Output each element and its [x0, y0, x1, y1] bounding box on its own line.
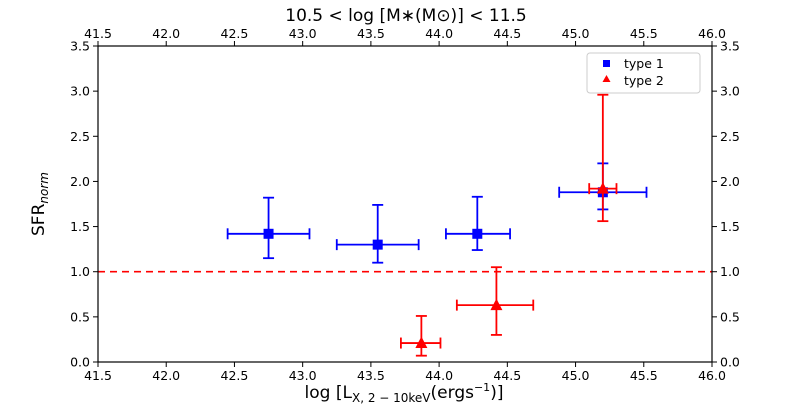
legend-type1-square-icon [603, 60, 610, 67]
series-2 [400, 93, 618, 357]
plot-frame [97, 45, 713, 363]
y-axis-title: SFRnorm [29, 172, 51, 236]
x-axis-title: log [LX, 2 − 10keV(ergs−1)] [305, 381, 504, 405]
y-tick-label-left: 1.0 [70, 264, 90, 279]
legend: type 1 type 2 [586, 52, 701, 94]
y-tick-label-right: 0.0 [720, 355, 740, 370]
x-axis-title-sub: X, 2 − 10keV [352, 391, 431, 405]
x-tick-label-top: 42.5 [221, 26, 249, 41]
x-tick-label-bottom: 42.5 [221, 368, 249, 383]
series-1 [226, 162, 648, 264]
y-tick-label-left: 0.0 [70, 355, 90, 370]
x-tick-label-top: 43.0 [289, 26, 317, 41]
y-tick-label-right: 3.5 [720, 39, 740, 54]
legend-type2-triangle-icon [602, 75, 611, 82]
x-tick-label-top: 41.5 [84, 26, 112, 41]
x-tick-label-top: 44.0 [425, 26, 453, 41]
x-tick-label-bottom: 43.5 [357, 368, 385, 383]
y-tick-label-left: 3.5 [70, 39, 90, 54]
y-tick-label-right: 3.0 [720, 84, 740, 99]
y-tick-label-right: 0.5 [720, 309, 740, 324]
data-point-triangle [415, 336, 428, 349]
x-tick-label-bottom: 42.0 [152, 368, 180, 383]
x-tick-label-top: 45.5 [630, 26, 658, 41]
y-tick-label-right: 2.0 [720, 174, 740, 189]
legend-type1-label: type 1 [624, 56, 664, 71]
y-tick-label-left: 0.5 [70, 309, 90, 324]
data-point-square [372, 239, 383, 250]
y-tick-label-right: 1.0 [720, 264, 740, 279]
data-point-triangle [596, 182, 609, 194]
y-tick-label-left: 3.0 [70, 84, 90, 99]
y-tick-label-left: 2.0 [70, 174, 90, 189]
x-tick-label-top: 43.5 [357, 26, 385, 41]
x-tick-label-top: 42.0 [152, 26, 180, 41]
x-tick-label-bottom: 44.0 [425, 368, 453, 383]
y-tick-label-right: 2.5 [720, 129, 740, 144]
y-axis-title-main: SFR [29, 203, 49, 236]
x-tick-label-bottom: 46.0 [698, 368, 726, 383]
data-point-triangle [490, 298, 503, 311]
x-axis-title-sup: −1 [474, 381, 490, 394]
legend-type2-label: type 2 [624, 73, 664, 88]
x-tick-label-top: 44.5 [493, 26, 521, 41]
x-axis-title-main: log [L [305, 383, 353, 403]
x-tick-label-top: 45.0 [562, 26, 590, 41]
y-axis-title-sub: norm [37, 172, 51, 204]
y-tick-label-left: 2.5 [70, 129, 90, 144]
data-point-square [472, 228, 483, 239]
x-axis-title-tail: (ergs [431, 383, 475, 403]
chart-title: 10.5 < log [M∗(M⊙)] < 11.5 [285, 6, 526, 26]
x-tick-label-top: 46.0 [698, 26, 726, 41]
y-tick-label-left: 1.5 [70, 219, 90, 234]
x-tick-label-bottom: 43.0 [289, 368, 317, 383]
y-tick-label-right: 1.5 [720, 219, 740, 234]
x-tick-label-bottom: 45.5 [630, 368, 658, 383]
x-tick-label-bottom: 41.5 [84, 368, 112, 383]
x-axis-title-close: )] [490, 383, 503, 403]
legend-box [586, 52, 701, 94]
x-tick-label-bottom: 45.0 [562, 368, 590, 383]
x-tick-label-bottom: 44.5 [493, 368, 521, 383]
data-point-square [263, 228, 274, 239]
